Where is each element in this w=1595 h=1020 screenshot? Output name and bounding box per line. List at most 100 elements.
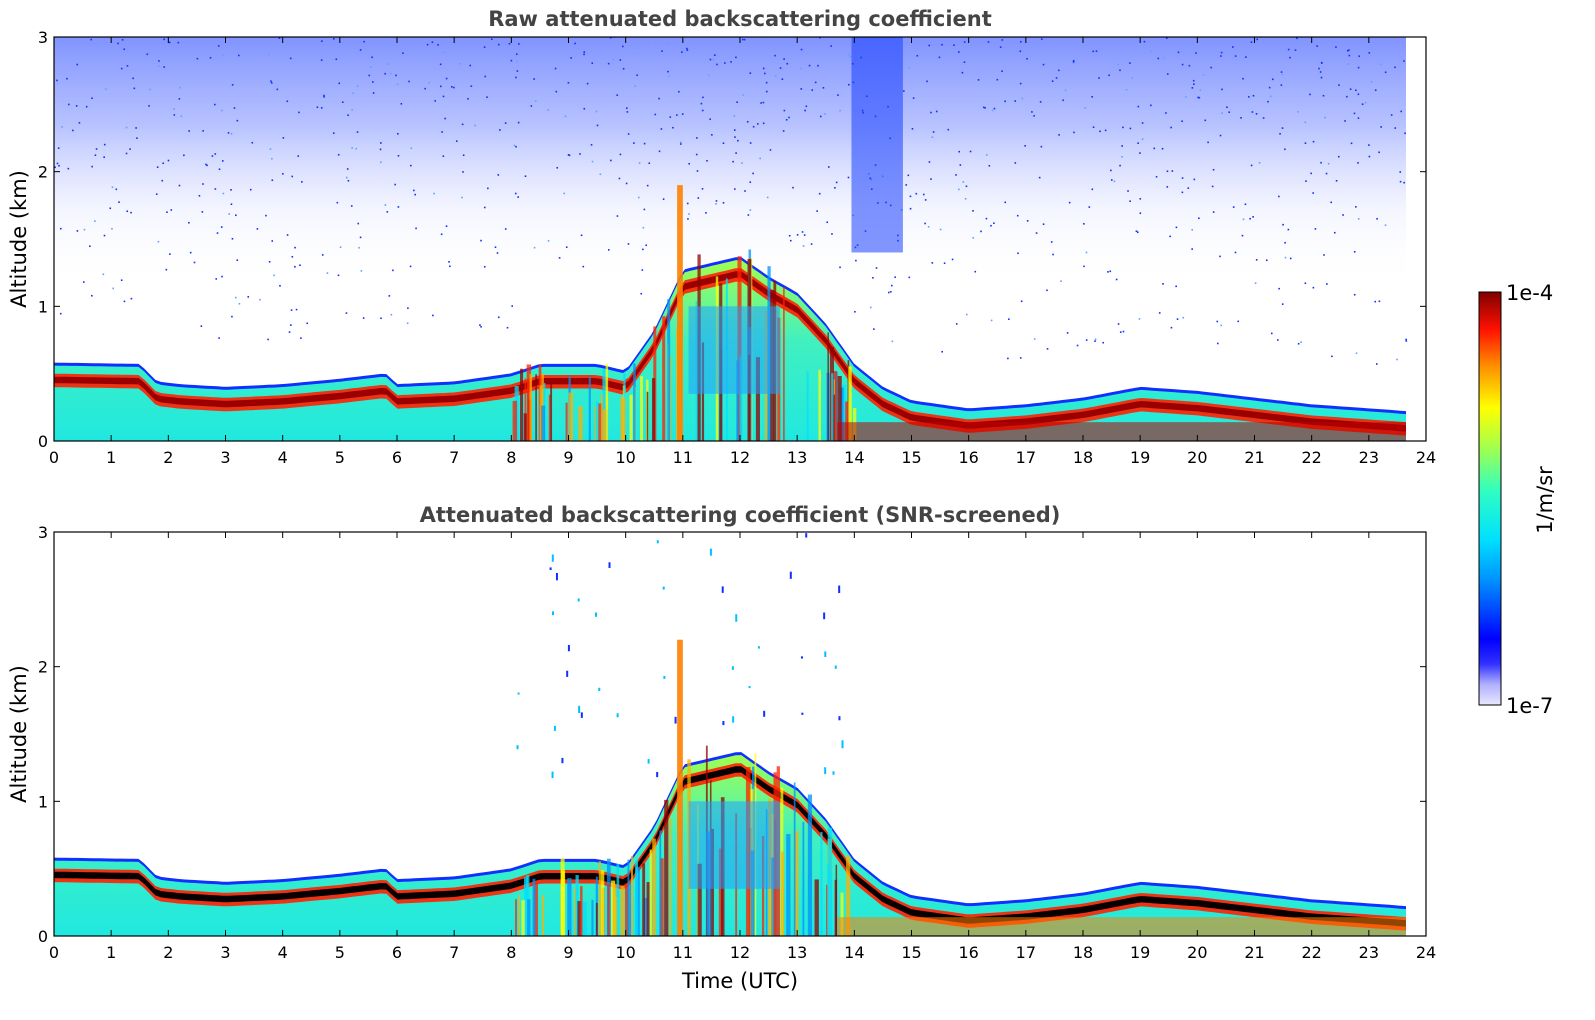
noise-speck [1394, 66, 1396, 69]
noise-speck [774, 75, 777, 77]
noise-speck [515, 60, 518, 63]
noise-speck [148, 105, 150, 107]
noise-speck [961, 71, 964, 74]
noise-speck [347, 179, 350, 182]
signal-streak [527, 382, 529, 441]
noise-speck [82, 281, 85, 283]
noise-speck [440, 233, 443, 236]
noise-speck [1136, 231, 1139, 234]
noise-speck [474, 124, 476, 127]
noise-speck [228, 213, 231, 215]
noise-speck [800, 88, 803, 90]
signal-streak [802, 822, 805, 936]
noise-speck [238, 30, 240, 32]
noise-speck [1014, 100, 1017, 102]
noise-speck [1023, 8, 1025, 10]
noise-speck [94, 154, 97, 157]
noise-speck [926, 80, 928, 83]
noise-speck [749, 209, 752, 211]
noise-speck [357, 21, 359, 23]
noise-speck [1221, 88, 1223, 91]
signal-streak [793, 782, 796, 936]
noise-speck [67, 167, 70, 170]
noise-speck [1158, 312, 1161, 314]
noise-speck [1153, 147, 1156, 150]
noise-speck [220, 226, 223, 228]
signal-streak [548, 394, 551, 441]
noise-speck [963, 41, 966, 43]
noise-speck [408, 80, 410, 83]
noise-speck [1176, 318, 1179, 320]
signal-streak [736, 360, 739, 441]
noise-speck [582, 265, 585, 268]
noise-speck [271, 179, 274, 182]
signal-streak [755, 357, 760, 441]
signal-streak [518, 894, 521, 936]
noise-speck [289, 57, 292, 60]
noise-speck [1166, 73, 1169, 75]
noise-speck [202, 183, 204, 185]
x-tick-label: 18 [1073, 448, 1093, 467]
x-tick-label: 2 [163, 943, 173, 962]
signal-streak [578, 406, 583, 441]
screened-speck [832, 771, 835, 775]
noise-speck [1072, 59, 1075, 62]
noise-speck [452, 16, 454, 18]
noise-speck [848, 53, 850, 56]
noise-speck [958, 188, 960, 191]
noise-speck [356, 131, 359, 133]
noise-speck [722, 142, 725, 144]
noise-speck [1033, 338, 1036, 340]
noise-speck [205, 163, 207, 166]
noise-speck [58, 28, 60, 30]
noise-speck [574, 42, 576, 45]
noise-speck [749, 142, 752, 144]
noise-speck [1399, 171, 1402, 173]
noise-speck [708, 74, 710, 77]
noise-speck [326, 272, 329, 274]
noise-speck [744, 190, 746, 192]
noise-speck [912, 97, 915, 99]
noise-speck [236, 119, 239, 122]
x-tick-label: 22 [1301, 448, 1321, 467]
noise-speck [372, 81, 374, 83]
noise-speck [1019, 50, 1022, 53]
signal-streak [532, 878, 536, 936]
noise-speck [126, 210, 129, 213]
noise-speck [1077, 34, 1079, 36]
noise-speck [1119, 331, 1122, 333]
noise-speck [695, 153, 698, 156]
noise-speck [1198, 96, 1201, 99]
x-tick-label: 2 [163, 448, 173, 467]
noise-speck [610, 159, 612, 162]
noise-speck [117, 42, 119, 45]
noise-speck [198, 194, 201, 197]
noise-speck [849, 55, 852, 58]
noise-speck [180, 115, 183, 118]
noise-speck [619, 59, 622, 61]
noise-speck [645, 244, 648, 247]
x-tick-label: 4 [278, 943, 288, 962]
x-tick-label: 4 [278, 448, 288, 467]
noise-speck [672, 126, 674, 129]
noise-speck [814, 81, 817, 84]
x-tick-label: 7 [449, 943, 459, 962]
noise-speck [1242, 218, 1245, 221]
noise-speck [1348, 54, 1351, 57]
noise-speck [924, 222, 926, 225]
noise-speck [688, 213, 690, 215]
noise-speck [1389, 19, 1391, 21]
signal-streak [580, 886, 583, 936]
noise-speck [762, 101, 765, 104]
noise-speck [1085, 251, 1088, 254]
noise-speck [1326, 283, 1328, 285]
noise-speck [296, 14, 298, 16]
signal-streak [567, 878, 572, 936]
x-tick-label: 20 [1187, 448, 1207, 467]
noise-speck [1068, 201, 1071, 204]
noise-speck [469, 64, 472, 67]
noise-speck [1278, 195, 1280, 198]
noise-speck [616, 94, 619, 96]
signal-streak [840, 892, 844, 936]
x-tick-label: 8 [506, 448, 516, 467]
